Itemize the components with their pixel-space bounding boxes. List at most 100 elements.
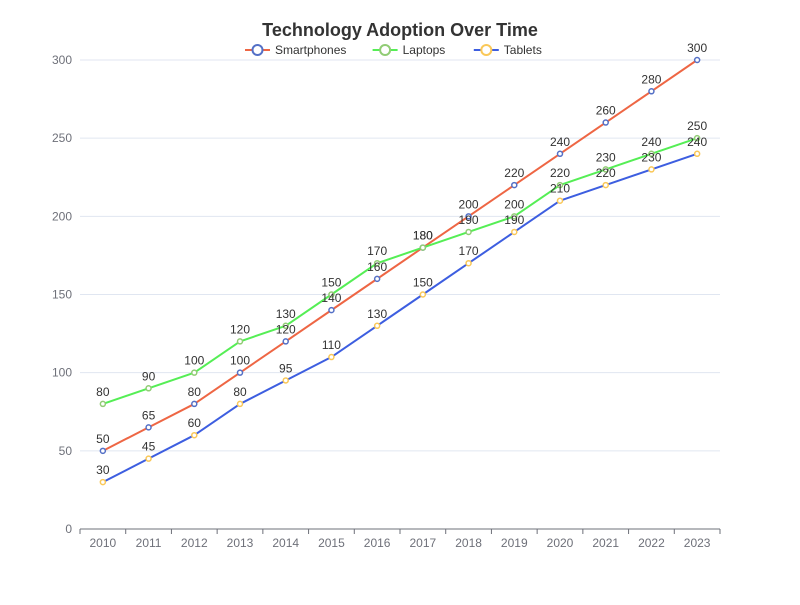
series-line-smartphones bbox=[102, 59, 698, 452]
x-tick-label-2018: 2018 bbox=[455, 536, 482, 550]
y-tick-label-200: 200 bbox=[52, 209, 72, 223]
legend-label-laptops[interactable]: Laptops bbox=[403, 43, 446, 57]
data-point-tablets-2011[interactable] bbox=[145, 455, 152, 462]
data-label-smartphones-2019: 220 bbox=[504, 166, 524, 180]
data-label-smartphones-2013: 100 bbox=[230, 354, 250, 368]
data-label-tablets-2014: 95 bbox=[279, 361, 293, 375]
data-label-smartphones-2014: 120 bbox=[276, 322, 296, 336]
data-point-laptops-2021[interactable] bbox=[602, 166, 609, 173]
data-point-laptops-2012[interactable] bbox=[191, 369, 198, 376]
data-point-tablets-2013[interactable] bbox=[236, 400, 244, 408]
legend-label-smartphones[interactable]: Smartphones bbox=[275, 43, 346, 57]
data-label-laptops-2021: 230 bbox=[596, 150, 616, 164]
data-point-tablets-2019[interactable] bbox=[511, 228, 518, 236]
data-label-tablets-2015: 110 bbox=[322, 338, 341, 352]
data-point-smartphones-2012[interactable] bbox=[191, 400, 198, 408]
data-label-smartphones-2020: 240 bbox=[550, 135, 570, 149]
data-point-tablets-2017[interactable] bbox=[419, 291, 427, 298]
data-label-tablets-2023: 240 bbox=[687, 135, 707, 149]
x-tick-label-2013: 2013 bbox=[227, 536, 254, 550]
data-label-smartphones-2012: 80 bbox=[188, 385, 202, 399]
data-label-tablets-2016: 130 bbox=[367, 307, 387, 321]
data-label-laptops-2020: 220 bbox=[550, 166, 570, 180]
data-label-tablets-2022: 230 bbox=[641, 150, 661, 164]
legend-marker-laptops[interactable] bbox=[379, 44, 392, 56]
data-label-laptops-2016: 170 bbox=[367, 244, 387, 258]
data-point-smartphones-2023[interactable] bbox=[693, 56, 701, 64]
data-label-tablets-2021: 220 bbox=[596, 166, 616, 180]
data-point-tablets-2021[interactable] bbox=[602, 181, 609, 189]
data-point-tablets-2023[interactable] bbox=[693, 150, 701, 158]
x-tick-label-2016: 2016 bbox=[364, 536, 391, 550]
data-label-laptops-2014: 130 bbox=[276, 307, 296, 321]
x-tick-label-2020: 2020 bbox=[547, 536, 574, 550]
data-label-laptops-2011: 90 bbox=[142, 369, 156, 383]
series-line-laptops bbox=[102, 137, 698, 405]
data-label-tablets-2010: 30 bbox=[96, 463, 110, 477]
data-label-laptops-2012: 100 bbox=[184, 354, 204, 368]
data-point-laptops-2013[interactable] bbox=[236, 338, 244, 345]
x-tick-label-2015: 2015 bbox=[318, 536, 345, 550]
data-label-laptops-2018: 190 bbox=[459, 213, 479, 227]
data-label-laptops-2017: 180 bbox=[413, 229, 433, 243]
data-point-tablets-2016[interactable] bbox=[373, 322, 381, 330]
x-tick-label-2012: 2012 bbox=[181, 536, 208, 550]
data-label-smartphones-2011: 65 bbox=[142, 408, 156, 422]
x-tick-label-2010: 2010 bbox=[90, 536, 117, 550]
data-point-laptops-2017[interactable] bbox=[419, 244, 427, 251]
legend-label-tablets[interactable]: Tablets bbox=[504, 43, 542, 57]
y-tick-label-50: 50 bbox=[59, 444, 73, 458]
data-label-tablets-2020: 210 bbox=[550, 182, 570, 196]
data-point-smartphones-2018[interactable] bbox=[465, 213, 472, 220]
data-point-tablets-2010[interactable] bbox=[99, 478, 107, 486]
data-point-laptops-2015[interactable] bbox=[328, 291, 335, 298]
y-tick-label-0: 0 bbox=[65, 522, 72, 536]
y-tick-label-150: 150 bbox=[52, 288, 72, 302]
data-point-smartphones-2013[interactable] bbox=[236, 369, 244, 376]
data-label-tablets-2011: 45 bbox=[142, 440, 156, 454]
data-label-tablets-2019: 190 bbox=[504, 213, 524, 227]
x-tick-label-2019: 2019 bbox=[501, 536, 528, 550]
data-point-smartphones-2021[interactable] bbox=[602, 119, 609, 126]
data-point-laptops-2019[interactable] bbox=[511, 213, 518, 220]
data-label-laptops-2013: 120 bbox=[230, 322, 250, 336]
data-label-laptops-2015: 150 bbox=[321, 276, 341, 290]
data-label-tablets-2012: 60 bbox=[188, 416, 202, 430]
data-point-laptops-2014[interactable] bbox=[282, 322, 289, 330]
data-point-smartphones-2011[interactable] bbox=[145, 424, 152, 431]
data-label-smartphones-2018: 200 bbox=[459, 197, 479, 211]
data-point-smartphones-2016[interactable] bbox=[373, 275, 381, 283]
data-point-laptops-2016[interactable] bbox=[373, 259, 381, 267]
data-point-smartphones-2019[interactable] bbox=[511, 181, 518, 189]
legend-marker-smartphones[interactable] bbox=[251, 44, 264, 56]
data-point-tablets-2020[interactable] bbox=[556, 197, 564, 204]
legend-marker-tablets[interactable] bbox=[480, 44, 493, 56]
data-point-laptops-2010[interactable] bbox=[99, 400, 107, 408]
data-point-tablets-2014[interactable] bbox=[282, 377, 289, 384]
data-point-smartphones-2014[interactable] bbox=[282, 338, 289, 345]
data-point-laptops-2020[interactable] bbox=[556, 181, 564, 189]
data-label-smartphones-2015: 140 bbox=[321, 291, 341, 305]
data-label-laptops-2019: 200 bbox=[504, 197, 524, 211]
data-point-tablets-2018[interactable] bbox=[465, 259, 472, 267]
series-line-tablets bbox=[102, 152, 698, 483]
data-label-smartphones-2016: 160 bbox=[367, 260, 387, 274]
data-label-smartphones-2010: 50 bbox=[96, 432, 110, 446]
data-point-smartphones-2020[interactable] bbox=[556, 150, 564, 158]
data-point-laptops-2011[interactable] bbox=[145, 385, 152, 392]
data-label-tablets-2013: 80 bbox=[233, 385, 247, 399]
data-label-smartphones-2017: 180 bbox=[413, 229, 433, 243]
data-label-smartphones-2021: 260 bbox=[596, 104, 616, 118]
data-point-smartphones-2022[interactable] bbox=[648, 88, 655, 95]
data-point-tablets-2022[interactable] bbox=[648, 166, 655, 173]
x-tick-label-2011: 2011 bbox=[136, 536, 162, 550]
data-point-tablets-2012[interactable] bbox=[191, 431, 198, 439]
data-point-laptops-2022[interactable] bbox=[648, 150, 655, 158]
x-tick-label-2023: 2023 bbox=[684, 536, 711, 550]
data-point-smartphones-2015[interactable] bbox=[328, 306, 335, 314]
data-point-laptops-2023[interactable] bbox=[693, 134, 701, 142]
data-point-smartphones-2010[interactable] bbox=[99, 447, 107, 455]
data-point-laptops-2018[interactable] bbox=[465, 228, 472, 236]
data-point-tablets-2015[interactable] bbox=[328, 353, 335, 361]
